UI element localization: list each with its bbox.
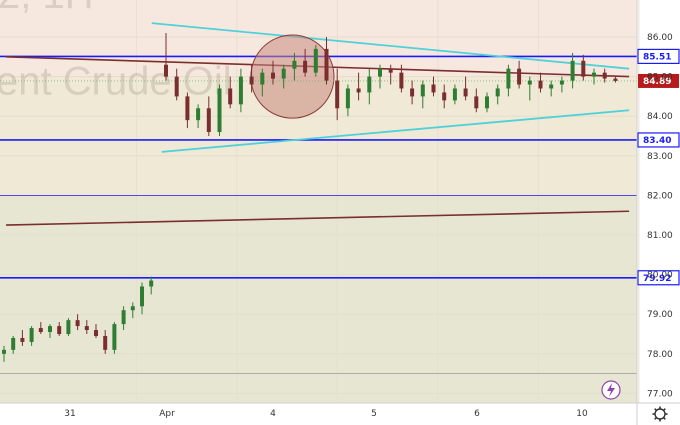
y-tick-label: 84.00	[647, 112, 673, 122]
candle-body	[196, 108, 201, 121]
candle-body	[420, 84, 425, 97]
candle-body	[517, 68, 522, 85]
y-tick-label: 79.00	[647, 310, 673, 320]
watermark-interval: 2, 1H	[0, 0, 94, 17]
lightning-icon-glyph	[607, 383, 615, 397]
x-tick-label: 4	[270, 409, 276, 419]
time-axis[interactable]	[0, 403, 637, 425]
candle-body	[20, 337, 25, 342]
candle-body	[559, 80, 564, 85]
y-tick-label: 83.00	[647, 152, 673, 162]
trendline-cyan-upper[interactable]	[151, 22, 630, 70]
level-label: 79.92	[643, 274, 671, 284]
candle-body	[388, 68, 393, 73]
y-tick-label: 85.00	[647, 73, 673, 83]
candle-body	[112, 324, 117, 350]
candle-body	[281, 68, 286, 79]
candle-body	[260, 72, 265, 85]
level-label: 83.40	[643, 136, 671, 146]
y-tick-label: 82.00	[647, 191, 673, 201]
candle-body	[303, 60, 308, 73]
candle-body	[2, 349, 6, 354]
candle-body	[592, 72, 596, 77]
candle-body	[84, 326, 89, 331]
candle-body	[57, 326, 62, 334]
level-label-box	[637, 270, 680, 286]
candle-body	[549, 84, 554, 89]
candle-body	[367, 76, 372, 93]
price-axis[interactable]	[637, 0, 680, 425]
trendline-cyan-lower[interactable]	[161, 109, 630, 153]
x-tick-label: 31	[64, 409, 75, 419]
candle-body	[313, 48, 318, 73]
candle-body	[121, 310, 126, 325]
candle-body	[271, 72, 275, 79]
candle-body	[410, 88, 415, 97]
level-label-box	[637, 48, 680, 65]
candle-body	[378, 68, 382, 77]
candle-body	[442, 92, 447, 101]
y-tick-label: 86.00	[647, 33, 673, 43]
candle-body	[399, 72, 404, 89]
candle-body	[570, 60, 575, 81]
candle-body	[613, 78, 618, 81]
candle-body	[48, 326, 52, 333]
candle-body	[38, 328, 43, 333]
candle-body	[217, 88, 222, 133]
candle-body	[485, 96, 489, 109]
candle-body	[474, 96, 479, 109]
watermark-symbol: ent Crude Oil	[0, 59, 232, 103]
y-tick-label: 81.00	[647, 231, 673, 241]
candle-body	[103, 335, 108, 350]
candle-body	[506, 68, 511, 89]
candle-body	[581, 60, 586, 77]
candle-body	[174, 76, 179, 97]
y-tick-label: 80.00	[647, 271, 673, 281]
candle-body	[431, 84, 436, 93]
candle-body	[495, 88, 500, 97]
current-price-label-box	[638, 73, 679, 88]
y-tick-label: 78.00	[647, 350, 673, 360]
candle-body	[463, 88, 468, 97]
candle-body	[94, 330, 98, 336]
candle-body	[356, 88, 361, 93]
candle-body	[527, 80, 532, 85]
candle-body	[452, 88, 457, 101]
candle-body	[238, 76, 243, 105]
level-label-box	[637, 132, 680, 148]
candle-body	[149, 280, 154, 287]
candle-body	[602, 72, 607, 79]
candle-body	[345, 88, 350, 109]
trendline-maroon-lower[interactable]	[5, 210, 630, 226]
candle-body	[324, 48, 329, 81]
y-tick-label: 77.00	[647, 389, 673, 399]
bg-band-low	[0, 195, 637, 403]
candle-body	[249, 76, 254, 85]
x-tick-label: 10	[576, 409, 588, 419]
candle-body	[29, 328, 34, 342]
candle-body	[206, 108, 211, 133]
x-tick-label: 6	[474, 409, 480, 419]
candle-body	[228, 88, 233, 105]
candle-body	[185, 96, 190, 121]
candle-body	[335, 80, 340, 109]
x-tick-label: Apr	[159, 409, 175, 419]
current-price-label: 84.89	[643, 77, 671, 87]
candle-body	[75, 320, 80, 327]
candle-body	[11, 337, 16, 350]
gear-icon[interactable]	[652, 406, 668, 422]
candle-body	[130, 306, 135, 311]
x-tick-label: 5	[371, 409, 377, 419]
candle-body	[66, 320, 71, 334]
candle-body	[140, 286, 144, 307]
candle-body	[164, 64, 168, 77]
candle-body	[292, 60, 297, 69]
level-label: 85.51	[643, 52, 671, 62]
candle-body	[538, 80, 543, 89]
